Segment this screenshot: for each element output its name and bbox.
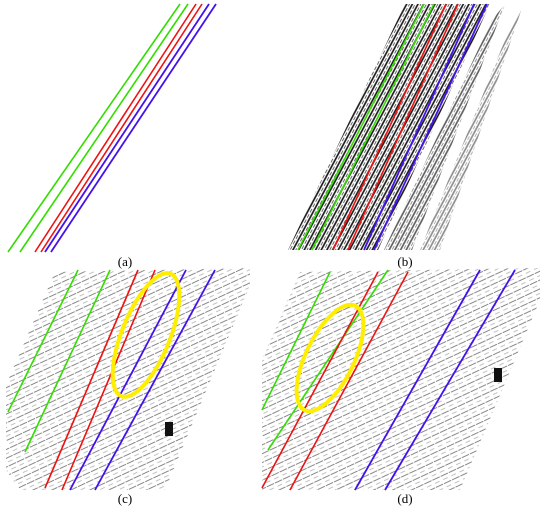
caption: (b) — [397, 254, 412, 269]
panel-d: (d) — [261, 268, 540, 506]
panel-b: (b) — [288, 3, 522, 269]
caption: (c) — [118, 491, 132, 506]
caption: (a) — [118, 254, 132, 269]
caption: (d) — [397, 491, 412, 506]
panel-a: (a) — [7, 3, 217, 269]
panel-c: (c) — [6, 268, 250, 506]
